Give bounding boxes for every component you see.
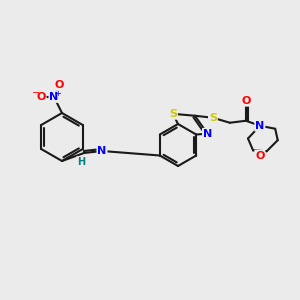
Text: H: H	[77, 157, 85, 167]
Text: O: O	[255, 151, 265, 161]
Text: O: O	[54, 80, 64, 90]
Text: N: N	[255, 121, 265, 131]
Text: O: O	[36, 92, 46, 102]
Text: S: S	[169, 109, 177, 119]
Text: O: O	[241, 96, 250, 106]
Text: N: N	[50, 92, 58, 102]
Text: S: S	[209, 113, 217, 123]
Text: N: N	[98, 146, 106, 156]
Text: −: −	[32, 88, 40, 98]
Text: +: +	[55, 89, 62, 98]
Text: N: N	[203, 129, 212, 139]
